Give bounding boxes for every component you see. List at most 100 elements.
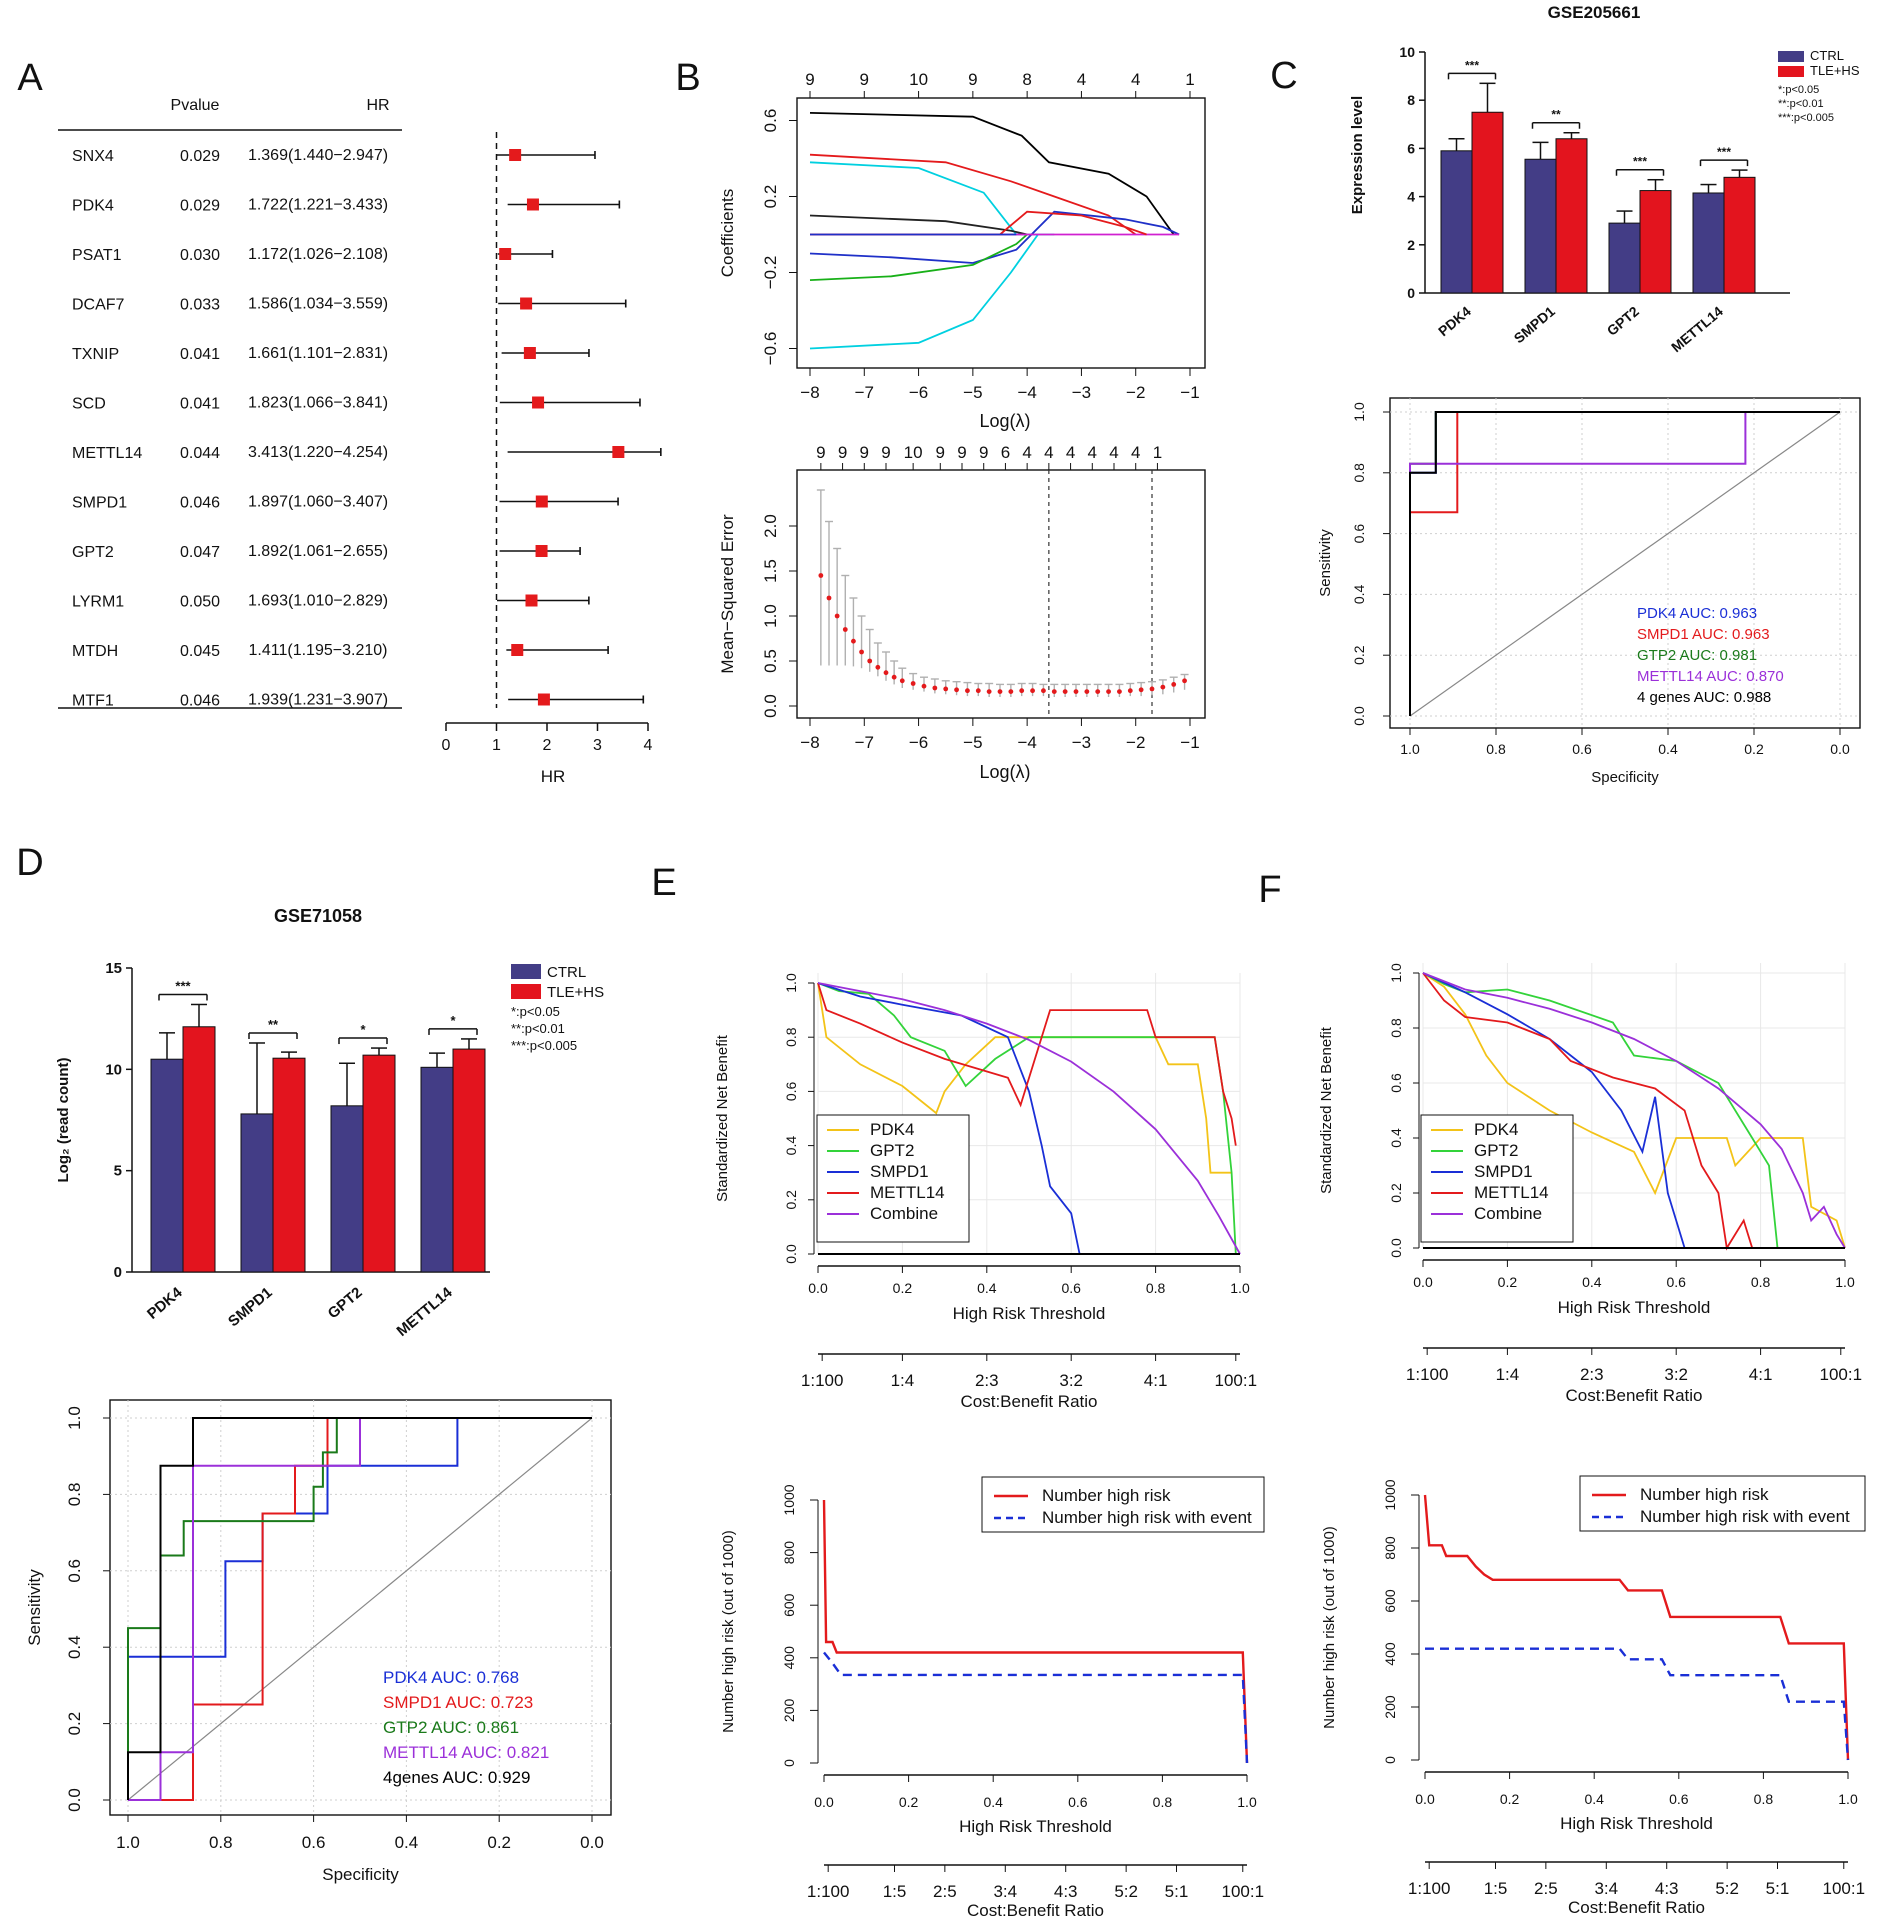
category-label: METTL14 [1668,303,1726,355]
y-tick-label: 400 [781,1646,797,1670]
ratio-tick-label: 2:3 [1580,1365,1604,1384]
y-tick-label: 0.6 [65,1559,84,1583]
x-tick-label: 0.0 [814,1794,834,1810]
x-tick-label: 1 [492,737,501,754]
ratio-tick-label: 100:1 [1215,1371,1258,1390]
legend-label: Number high risk [1042,1486,1171,1505]
mse-point [975,688,981,694]
ratio-tick-label: 2:3 [975,1371,999,1390]
x-tick-label: 2 [543,737,552,754]
hr-marker [509,149,522,161]
auc-legend-entry: SMPD1 AUC: 0.723 [383,1693,533,1712]
x-tick-label: 3 [593,737,602,754]
bar-tle-hs [1555,138,1588,294]
hr-cell: 3.413(1.220−4.254) [248,444,388,461]
gene-label: MTF1 [72,693,114,710]
hr-cell: 1.892(1.061−2.655) [248,543,388,560]
legend-label: Number high risk [1640,1485,1769,1504]
mse-point [842,627,848,632]
ratio-tick-label: 1:4 [891,1371,915,1390]
bar-ctrl [420,1066,454,1273]
coef-path-path3 [809,161,1055,236]
auc-legend-entry: 4 genes AUC: 0.988 [1637,689,1771,706]
coef-path-path1 [809,112,1175,236]
ratio-tick-label: 1:100 [1408,1879,1451,1898]
column-header-hr: HR [366,97,389,114]
hr-cell: 1.172(1.026−2.108) [248,246,388,263]
ratio-axis-title: Cost:Benefit Ratio [967,1901,1104,1920]
x-tick-label: −1 [1180,383,1199,402]
legend-box [816,1114,970,1243]
x-tick-label: 0.8 [1751,1274,1771,1290]
x-axis-title: High Risk Threshold [959,1817,1112,1836]
plot-frame [109,1399,612,1816]
y-tick-label: 600 [781,1593,797,1617]
pvalue-cell: 0.041 [180,346,220,363]
legend-label: PDK4 [1474,1120,1518,1139]
top-tick-label: 4 [1044,443,1053,462]
y-axis-title: Number high risk (out of 1000) [1321,1526,1338,1729]
pvalue-cell: 0.050 [180,594,220,611]
risk-curve-number-high-risk-with-event [823,1651,1249,1764]
significance-stars: *** [1633,155,1647,169]
panel-d-bar-chart: GSE71058 0 5 10 15 *** PDK4 ** SMPD1 * GPT2 * METTL1… [55,906,604,1340]
mse-point [1138,687,1144,693]
ratio-tick-label: 5:2 [1715,1879,1739,1898]
x-tick-label: 0.6 [1666,1274,1686,1290]
x-tick-label: 0.0 [1413,1274,1433,1290]
x-tick-label: −4 [1017,733,1036,752]
auc-legend-entry: PDK4 AUC: 0.768 [383,1668,519,1687]
significance-stars: ** [1551,108,1561,122]
x-tick-label: −2 [1126,733,1145,752]
ratio-tick-label: 3:2 [1664,1365,1688,1384]
panel-letter-b: B [675,57,700,99]
x-tick-label: 0.6 [1669,1791,1689,1807]
y-tick-label: 2.0 [761,514,780,538]
diagonal-reference [1409,411,1841,717]
legend-box [981,1476,1265,1533]
top-tick-label: 4 [1088,443,1097,462]
top-tick-label: 9 [957,443,966,462]
y-tick-label: 0.4 [1351,584,1367,604]
coef-path-path7 [809,233,1039,350]
gene-label: METTL14 [72,445,142,462]
x-axis-title: Log(λ) [979,762,1030,782]
x-tick-label: −7 [855,733,874,752]
y-tick-label: 2 [1407,237,1415,253]
mse-point [851,638,856,644]
gene-label: SCD [72,396,106,413]
y-tick-label: 1000 [781,1484,797,1515]
x-tick-label: 1.0 [1230,1280,1250,1296]
hr-marker [612,446,625,458]
dca-curve-combine [1422,972,1846,1249]
x-tick-label: −5 [963,383,982,402]
legend-swatch [1778,66,1804,77]
x-tick-label: −6 [909,733,928,752]
panel-letter-f: F [1258,869,1281,911]
top-tick-label: 4 [1022,443,1031,462]
mse-point [1051,689,1057,694]
y-tick-label: 0.4 [1388,1128,1404,1148]
x-axis-title: High Risk Threshold [1558,1298,1711,1317]
risk-curve-number-high-risk [1423,1494,1850,1761]
y-tick-label: 0.2 [65,1712,84,1736]
dca-curve-mettl14 [817,982,1237,1146]
y-tick-label: 200 [1382,1695,1398,1719]
panel-b-coefficient-paths: −8 −7 −6 −5 −4 −3 −2 −1 9 9 10 9 8 4 4 1 −0.6 −0.2 0.2 0.6 L… [718,70,1206,431]
y-tick-label: 400 [1382,1642,1398,1666]
pvalue-cell: 0.041 [180,396,220,413]
dca-curve-pdk4 [817,982,1232,1174]
hr-cell: 1.897(1.060−3.407) [248,494,388,511]
mse-point [997,689,1003,694]
top-tick-label: 10 [904,443,923,462]
top-tick-label: 9 [860,70,869,89]
y-tick-label: 1.0 [65,1406,84,1430]
mse-point [859,649,864,655]
y-tick-label: 600 [1382,1589,1398,1613]
hr-marker [526,198,539,211]
hr-marker [499,248,512,260]
significance-stars: ** [268,1017,279,1032]
plot-frame [796,469,1206,719]
y-axis-title: Coefficients [718,189,737,278]
